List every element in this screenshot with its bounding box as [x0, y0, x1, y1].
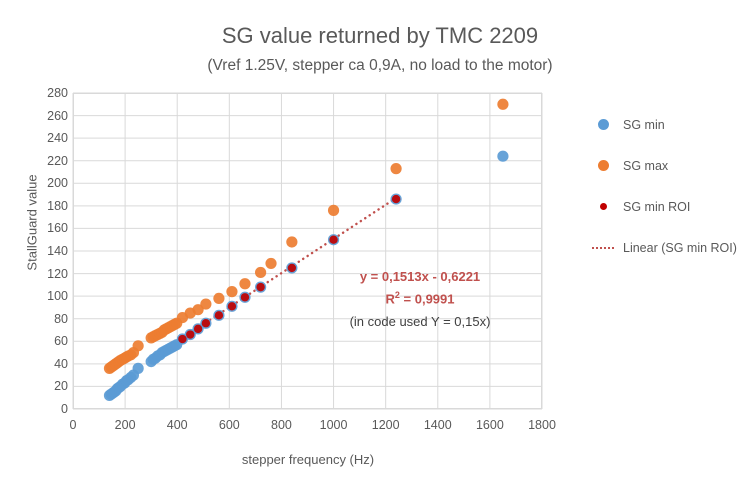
legend-item-label: Linear (SG min ROI) — [623, 240, 737, 255]
data-point — [265, 257, 277, 270]
code-note-text: (in code used Y = 0,15x) — [349, 314, 491, 330]
circle-marker-icon — [592, 160, 614, 171]
data-point — [186, 330, 195, 339]
chart-legend: SG min SG max SG min ROI Linear (SG min ROI… — [592, 104, 747, 268]
r-squared-value: = 0,9991 — [399, 291, 455, 307]
circle-marker-glyph — [597, 160, 609, 171]
y-tick-label: 120 — [47, 266, 68, 281]
trendline-linear-sg-min-roi — [173, 195, 399, 345]
data-point — [193, 324, 203, 334]
data-point — [213, 292, 225, 304]
data-point — [227, 302, 237, 311]
data-point — [132, 340, 144, 352]
page-title: SG value returned by TMC 2209 — [221, 23, 539, 48]
data-point — [390, 163, 402, 175]
x-tick-label: 600 — [218, 418, 240, 432]
circle-marker-icon — [592, 203, 614, 210]
data-point — [391, 194, 401, 204]
x-axis-tick-labels: 0 200 400 600 800 1000 1200 1400 1600 1800 — [70, 418, 556, 438]
series-sg-max — [103, 98, 509, 374]
data-point — [201, 319, 211, 328]
y-tick-label: 140 — [47, 244, 68, 258]
chart-title-block: SG value returned by TMC 2209 (Vref 1.25… — [60, 22, 700, 77]
x-tick-label: 400 — [166, 418, 188, 432]
y-tick-label: 80 — [54, 311, 68, 326]
plot-border — [73, 93, 542, 409]
y-tick-label: 160 — [47, 221, 68, 236]
legend-item-sg-max[interactable]: SG max — [592, 145, 747, 186]
r-squared-superscript: 2 — [394, 290, 400, 300]
y-tick-label: 260 — [47, 108, 68, 123]
y-tick-label: 220 — [47, 153, 68, 168]
y-tick-label: 0 — [61, 402, 68, 416]
data-point — [226, 286, 238, 298]
data-point — [214, 311, 224, 320]
gridlines — [72, 92, 543, 410]
y-tick-label: 180 — [47, 198, 68, 213]
y-tick-label: 60 — [54, 334, 68, 349]
dotted-line-icon — [592, 246, 614, 249]
trendline-annotation: y = 0,1513x - 0,6221 R2 = 0,9991 (in cod… — [320, 268, 520, 332]
data-point — [200, 298, 212, 310]
legend-item-label: SG min — [623, 117, 665, 132]
r-squared-prefix: R — [385, 291, 395, 307]
x-tick-label: 1600 — [475, 418, 504, 432]
legend-item-label: SG max — [623, 158, 669, 173]
data-point — [256, 282, 265, 292]
data-point — [286, 236, 298, 248]
data-point — [497, 98, 509, 110]
y-axis-tick-labels: 0 20 40 60 80 100 120 140 160 180 200 220 240 260 280 — [20, 87, 68, 416]
legend-item-sg-min[interactable]: SG min — [592, 104, 747, 145]
equation-text: y = 0,1513x - 0,6221 — [359, 269, 481, 284]
data-point — [132, 362, 144, 374]
r-squared-text: R2 = 0,9991 — [320, 286, 520, 308]
y-tick-label: 100 — [47, 289, 68, 304]
x-axis-title: stepper frequency (Hz) — [241, 452, 375, 467]
data-point — [329, 235, 338, 244]
y-tick-label: 200 — [47, 176, 68, 191]
x-tick-label: 800 — [271, 418, 292, 432]
data-point — [239, 278, 251, 290]
data-point — [240, 293, 250, 302]
y-tick-label: 40 — [54, 356, 68, 371]
x-tick-label: 1000 — [319, 418, 348, 432]
chart-subtitle: (Vref 1.25V, stepper ca 0,9A, no load to… — [207, 57, 553, 74]
legend-item-sg-min-roi[interactable]: SG min ROI — [592, 186, 747, 227]
plot-area — [72, 92, 543, 410]
y-tick-label: 240 — [47, 131, 68, 146]
circle-marker-glyph — [599, 203, 607, 210]
dotted-line-glyph — [592, 246, 614, 249]
data-point — [255, 266, 267, 279]
y-tick-label: 280 — [47, 86, 68, 100]
data-point — [178, 334, 187, 344]
series-sg-min-roi — [178, 194, 401, 344]
data-point — [327, 204, 340, 216]
x-tick-label: 1400 — [423, 418, 452, 432]
x-tick-label: 0 — [69, 418, 77, 432]
data-point — [192, 304, 204, 316]
plot-svg — [72, 92, 543, 410]
data-point — [287, 263, 297, 273]
x-tick-label: 1800 — [528, 418, 556, 432]
circle-marker-glyph — [597, 119, 609, 130]
legend-item-linear-sg-min-roi[interactable]: Linear (SG min ROI) — [592, 227, 747, 268]
legend-item-label: SG min ROI — [623, 199, 691, 214]
x-tick-label: 200 — [114, 418, 136, 432]
data-point — [497, 150, 509, 162]
circle-marker-icon — [592, 119, 614, 130]
x-tick-label: 1200 — [371, 418, 400, 432]
y-tick-label: 20 — [54, 379, 68, 394]
